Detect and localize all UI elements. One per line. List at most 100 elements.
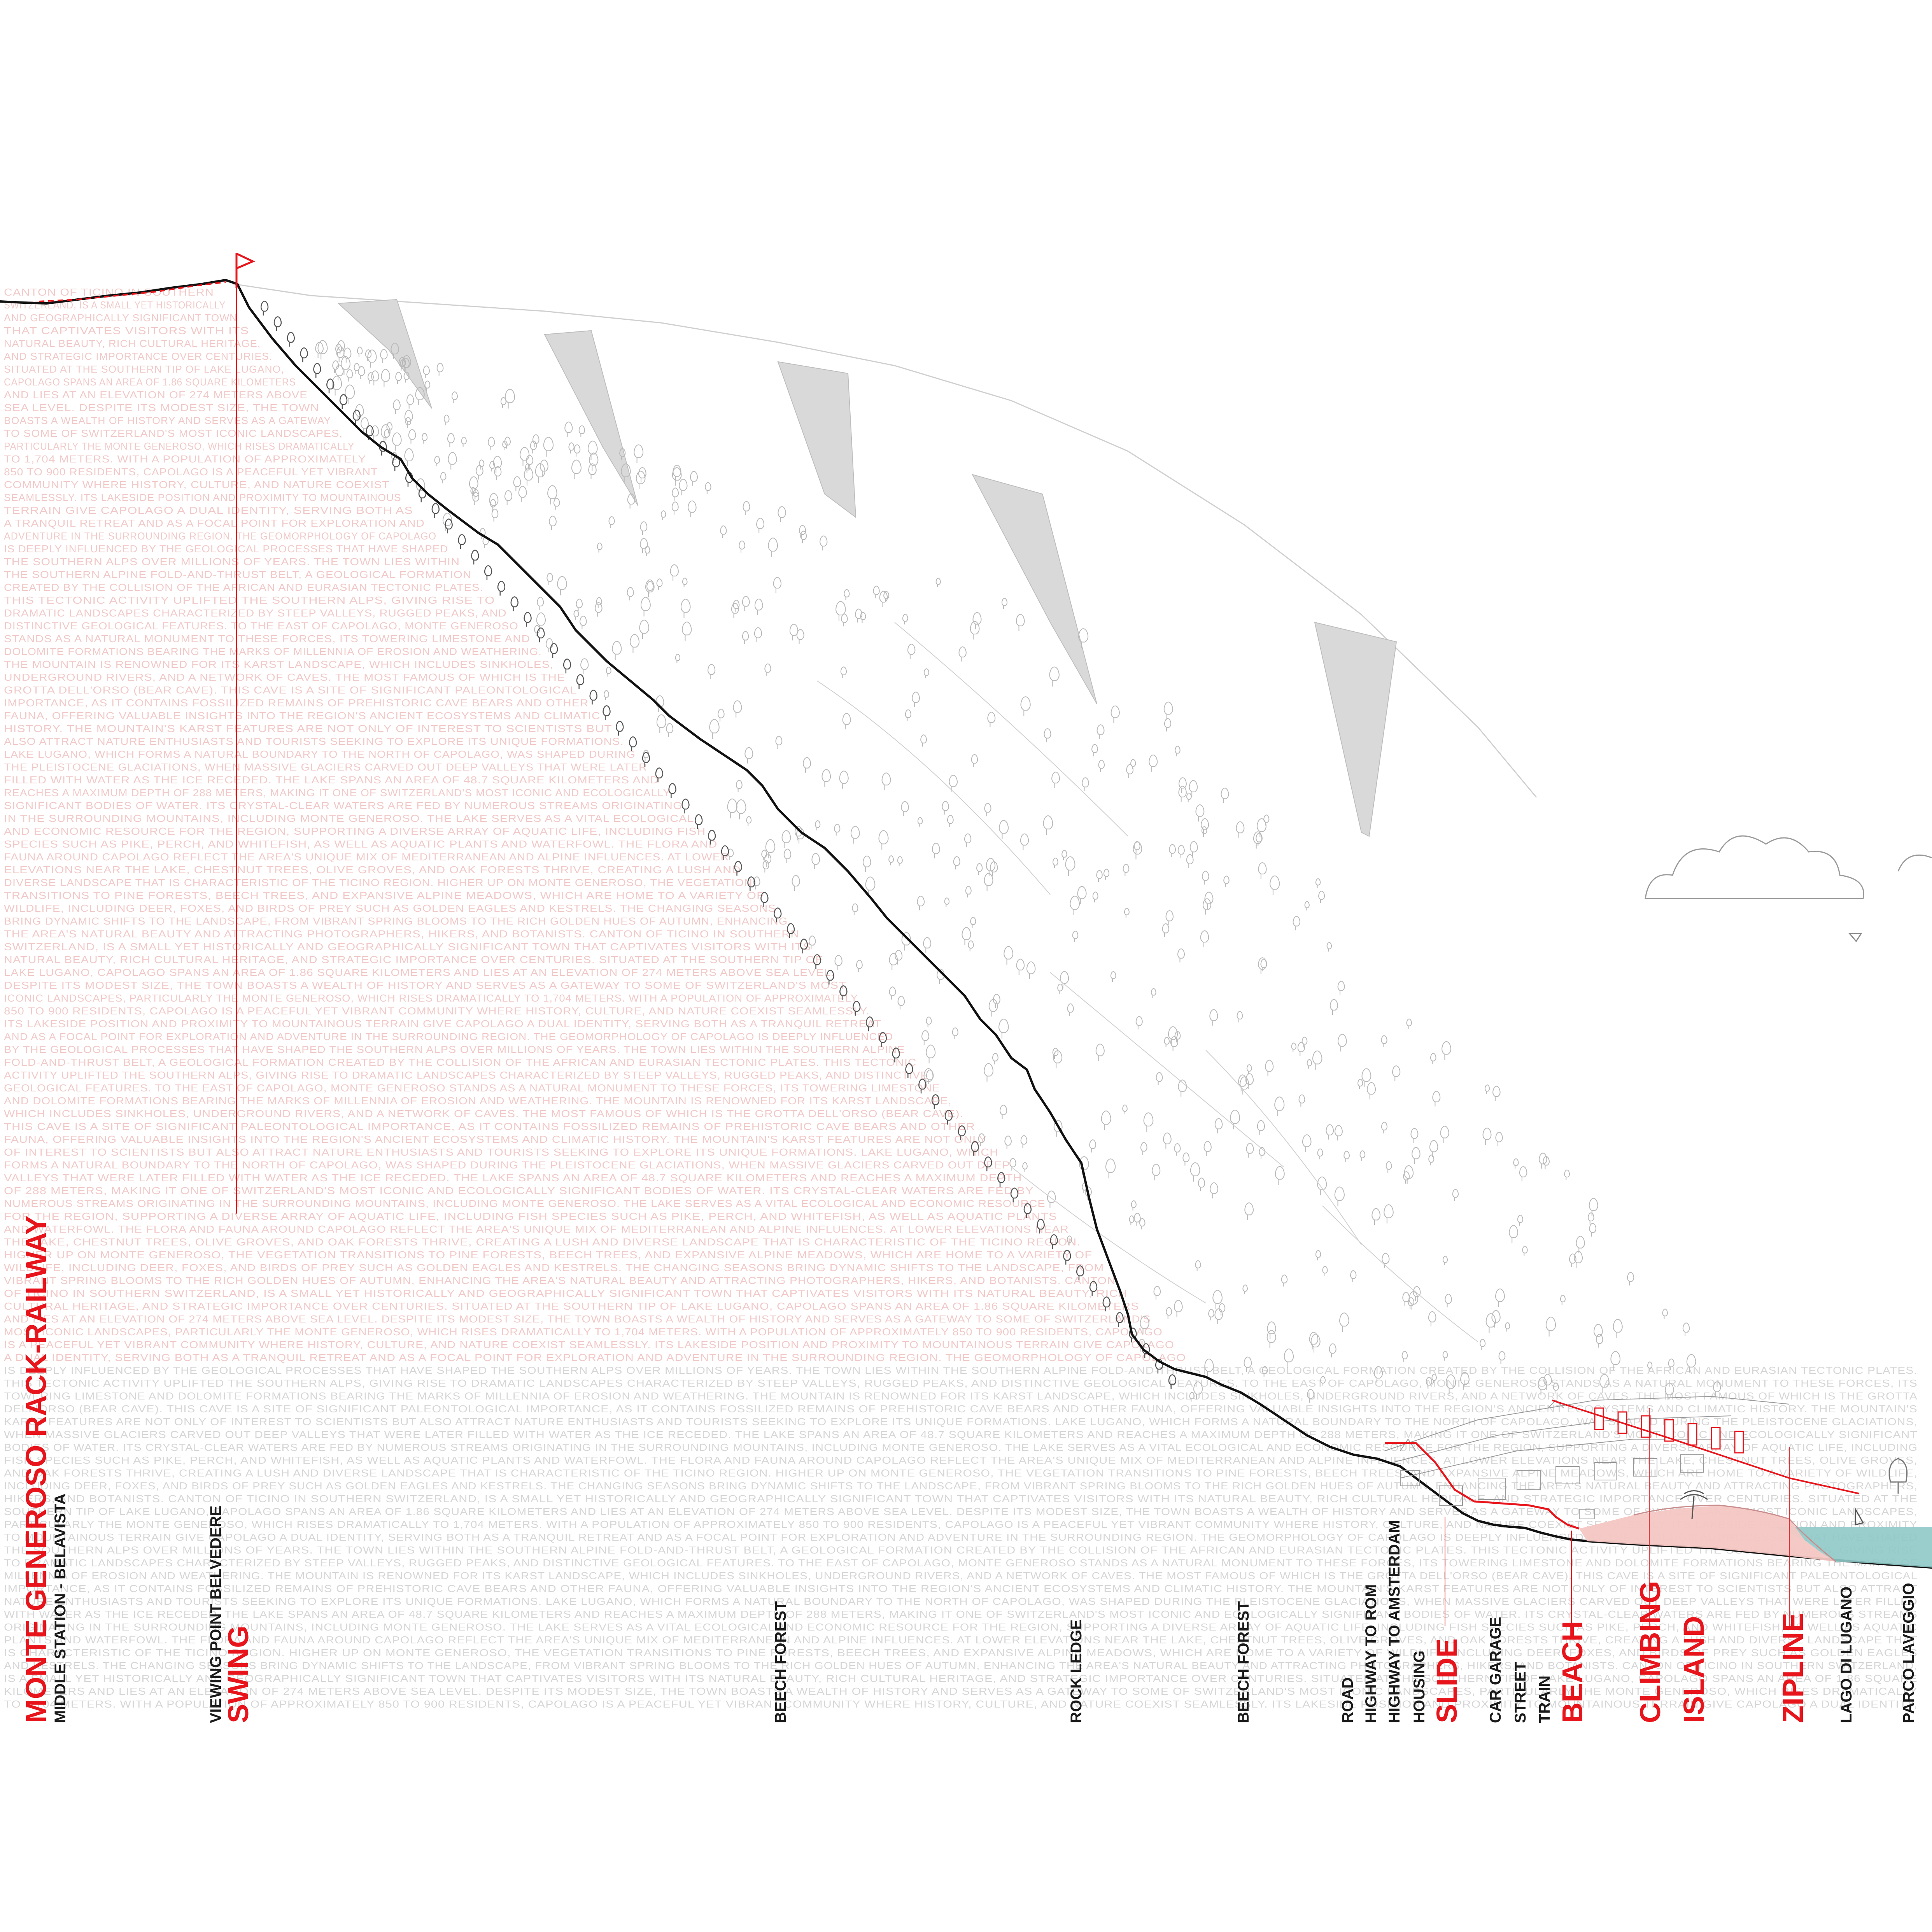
tree-icon	[1123, 864, 1130, 876]
background-text-line: SOUTHERN TIP OF LAKE LUGANO, CAPOLAGO SP…	[4, 1506, 1918, 1517]
tree-icon	[1244, 1202, 1254, 1220]
tree-icon	[513, 476, 521, 491]
label-island: ISLAND	[1678, 1616, 1710, 1723]
tree-icon	[629, 736, 637, 751]
background-text-line: WITH WATER AS THE ICE RECEDED. THE LAKE …	[4, 1608, 1918, 1620]
tree-icon	[1053, 1050, 1063, 1068]
tree-icon	[1077, 886, 1087, 904]
label-rock-ledge: ROCK LEDGE	[1068, 1619, 1085, 1723]
tree-icon	[1208, 1309, 1214, 1321]
tree-icon	[1096, 870, 1103, 882]
tree-icon	[603, 705, 611, 720]
tree-icon	[357, 347, 363, 357]
tree-icon	[681, 622, 692, 641]
tree-icon	[1262, 1366, 1268, 1377]
tree-icon	[431, 503, 440, 518]
label-beech-forest-1: BEECH FOREST	[772, 1601, 789, 1723]
town-sketch	[1384, 1396, 1790, 1519]
tree-icon	[720, 525, 727, 538]
tree-icon	[850, 826, 860, 844]
tree-icon	[1256, 818, 1267, 837]
tree-icon	[381, 369, 391, 387]
background-text-line: SITUATED AT THE SOUTHERN TIP OF LAKE LUG…	[4, 363, 284, 375]
tree-icon	[537, 597, 544, 610]
tree-icon	[571, 459, 582, 480]
tree-icon	[970, 917, 976, 928]
tree-icon	[1442, 1256, 1448, 1265]
tree-icon	[1016, 958, 1025, 975]
tree-icon	[1135, 1016, 1143, 1030]
tree-icon	[1133, 841, 1140, 853]
tree-icon	[472, 492, 479, 505]
tree-icon	[1237, 1011, 1243, 1023]
tree-icon	[660, 510, 666, 520]
tree-icon	[1190, 1162, 1200, 1182]
tree-icon	[984, 803, 991, 816]
tree-icon	[440, 472, 447, 483]
tree-icon	[1051, 771, 1060, 788]
background-text-line: IS CHARACTERISTIC OF THE TICINO REGION. …	[4, 1647, 1918, 1659]
tree-icon	[595, 602, 603, 617]
tree-icon	[1200, 930, 1209, 947]
tree-icon	[326, 378, 335, 394]
tree-icon	[1392, 1065, 1401, 1081]
tree-icon	[335, 364, 344, 381]
tree-icon	[1403, 1171, 1410, 1184]
palm-tree-icon	[1680, 1490, 1708, 1519]
background-text-line: THE SOUTHERN ALPS OVER MILLIONS OF YEARS…	[4, 556, 460, 568]
tree-icon	[1445, 1294, 1452, 1308]
tree-icon	[1357, 1079, 1363, 1089]
tree-icon	[1204, 1358, 1214, 1377]
tree-icon	[1256, 833, 1263, 846]
tree-icon	[839, 985, 848, 1000]
island-outline	[1633, 1505, 1836, 1562]
tree-icon	[1091, 744, 1098, 757]
tree-icon	[666, 723, 674, 737]
tree-icon	[1209, 1009, 1218, 1026]
tree-icon	[1043, 815, 1053, 835]
tree-icon	[494, 466, 502, 480]
tree-icon	[1140, 1315, 1149, 1334]
label-slide: SLIDE	[1431, 1638, 1463, 1723]
tree-icon	[949, 774, 958, 792]
tree-icon	[1082, 777, 1089, 791]
tree-icon	[1177, 948, 1185, 963]
background-text-line: TO SOME OF SWITZERLAND'S MOST ICONIC LAN…	[4, 427, 343, 439]
cloud-icon	[1645, 835, 1932, 899]
background-text-line: PLANTS AND WATERFOWL. THE FLORA AND FAUN…	[4, 1634, 1918, 1646]
tree-icon	[800, 939, 808, 954]
tree-icon	[1665, 1382, 1674, 1400]
background-text-line: SEA LEVEL. DESPITE ITS MODEST SIZE, THE …	[4, 402, 319, 413]
tree-icon	[742, 631, 749, 644]
tree-icon	[917, 817, 923, 827]
background-text-line: THE SOUTHERN ALPS OVER MILLIONS OF YEARS…	[4, 1544, 1918, 1556]
tree-icon	[1291, 1042, 1296, 1052]
tree-icon	[534, 625, 540, 636]
background-text-line: AND LIES AT AN ELEVATION OF 274 METERS A…	[4, 389, 308, 401]
tree-icon	[1492, 1086, 1501, 1101]
tree-icon	[1202, 898, 1211, 915]
tree-icon	[1101, 1111, 1111, 1130]
tree-icon	[764, 663, 771, 676]
background-text-line: ITS LAKESIDE POSITION AND PROXIMITY TO M…	[4, 1018, 881, 1030]
tree-icon	[1244, 1356, 1252, 1372]
background-text-line: IS DEEPLY INFLUENCED BY THE GEOLOGICAL P…	[4, 543, 448, 555]
tree-icon	[1095, 1044, 1105, 1061]
tree-icon	[1179, 777, 1187, 793]
background-text-line: CREATED BY THE COLLISION OF THE AFRICAN …	[4, 582, 483, 593]
tree-icon	[1163, 1132, 1172, 1149]
tree-icon	[747, 876, 755, 892]
tree-icon	[743, 501, 750, 515]
background-text-line: 850 TO 900 RESIDENTS, CAPOLAGO IS A PEAC…	[4, 1005, 870, 1017]
tree-icon	[1223, 876, 1230, 887]
tree-icon	[775, 736, 783, 749]
background-text-line: THE SOUTHERN ALPINE FOLD-AND-THRUST BELT…	[4, 569, 471, 580]
tree-icon	[1485, 1313, 1496, 1333]
background-text-line: DRAMATIC LANDSCAPES CHARACTERIZED BY STE…	[4, 607, 507, 619]
tree-icon	[935, 578, 941, 587]
rock-face-2	[544, 330, 638, 506]
tree-icon	[926, 1044, 936, 1063]
background-text-line: MOST ICONIC LANDSCAPES, PARTICULARLY THE…	[4, 1326, 1163, 1338]
tree-icon	[434, 455, 440, 466]
